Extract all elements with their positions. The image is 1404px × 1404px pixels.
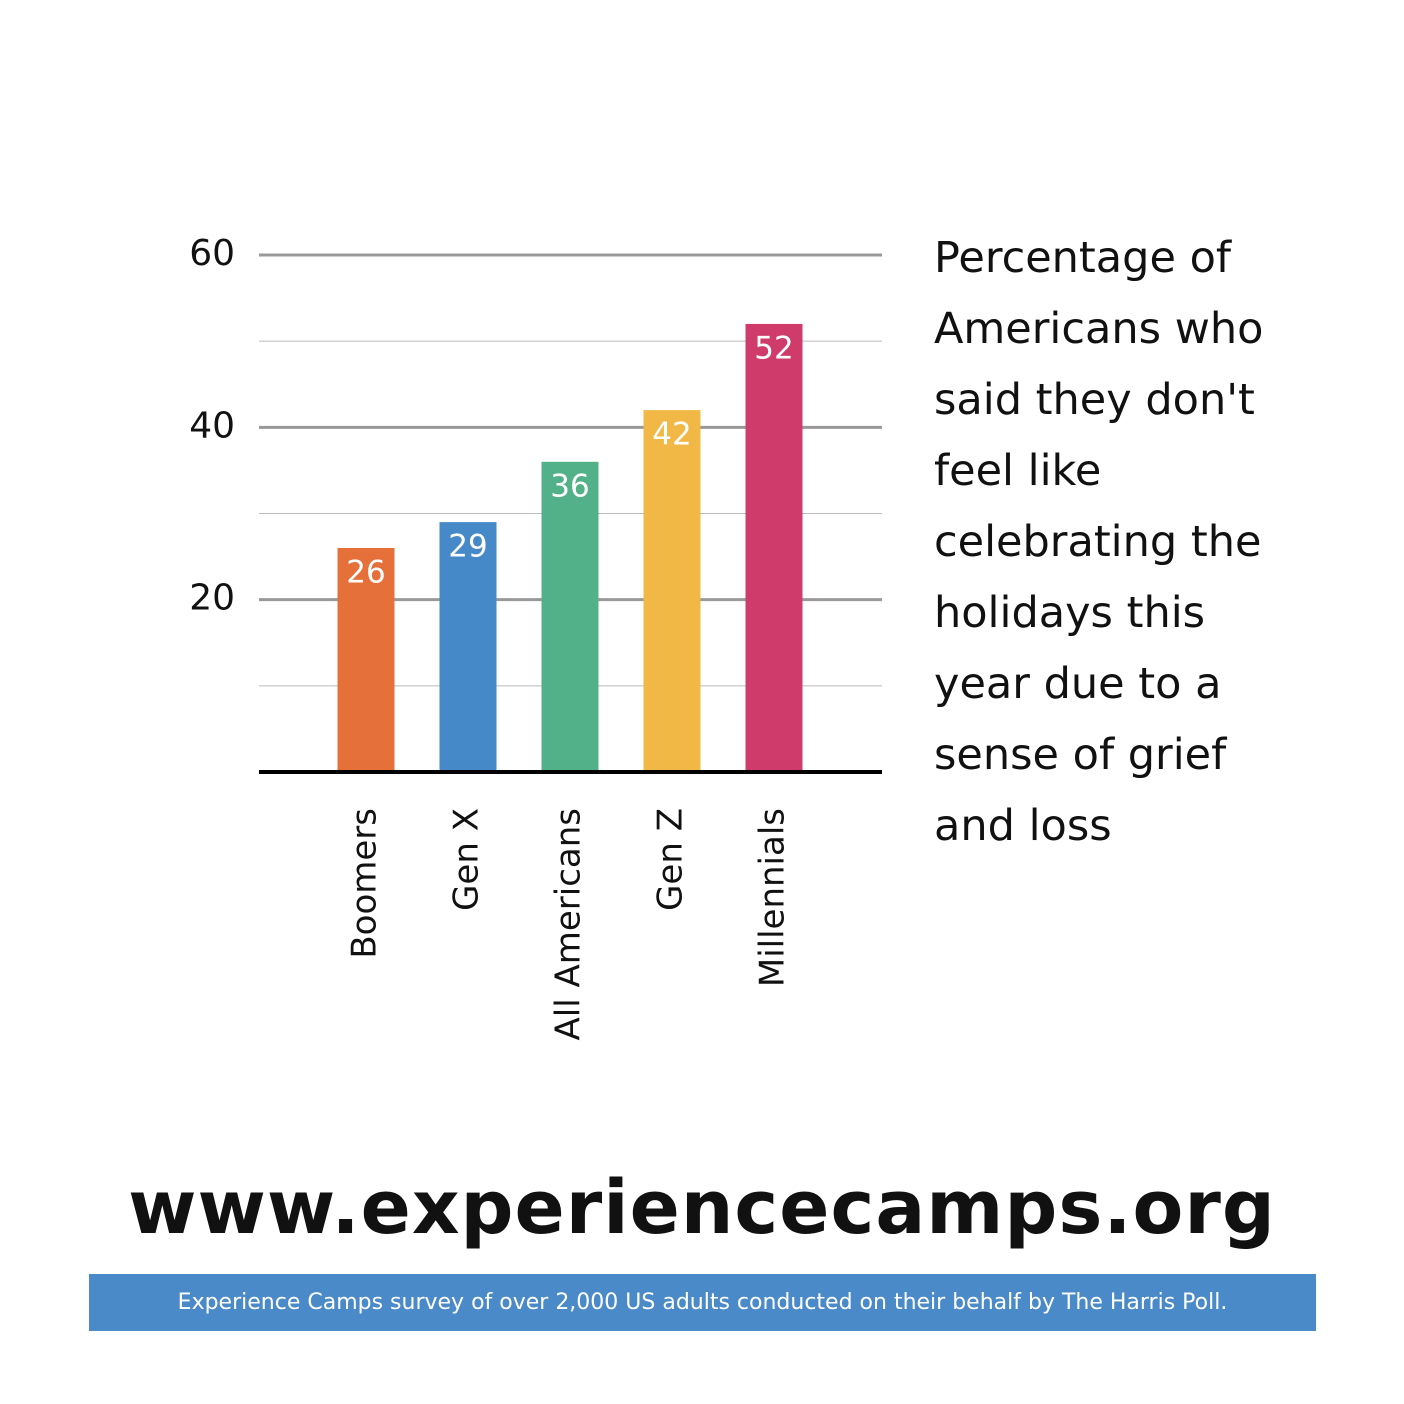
y-tick-label: 60 [189, 233, 235, 274]
bar [541, 461, 599, 772]
x-tick-label: Boomers [345, 808, 385, 959]
source-note: Experience Camps survey of over 2,000 US… [89, 1274, 1316, 1331]
chart-title: Percentage of Americans who said they do… [934, 233, 1264, 851]
value-label: 36 [550, 468, 589, 504]
bar [745, 323, 803, 772]
value-label: 29 [448, 529, 487, 565]
x-tick-label: Gen Z [651, 808, 691, 911]
value-label: 42 [652, 417, 691, 453]
x-tick-label: Gen X [447, 808, 487, 911]
x-tick-label: All Americans [549, 808, 589, 1040]
bar [439, 522, 497, 772]
x-tick-label: Millennials [753, 808, 793, 987]
bar [337, 547, 395, 772]
y-tick-label: 40 [189, 405, 235, 446]
value-label: 52 [754, 330, 793, 366]
website: www.experiencecamps.org [128, 1165, 1276, 1251]
y-tick-label: 20 [189, 578, 235, 619]
value-label: 26 [346, 554, 385, 590]
bar [643, 410, 701, 772]
